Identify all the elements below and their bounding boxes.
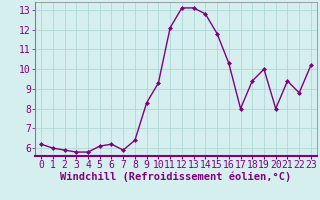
X-axis label: Windchill (Refroidissement éolien,°C): Windchill (Refroidissement éolien,°C)	[60, 172, 292, 182]
